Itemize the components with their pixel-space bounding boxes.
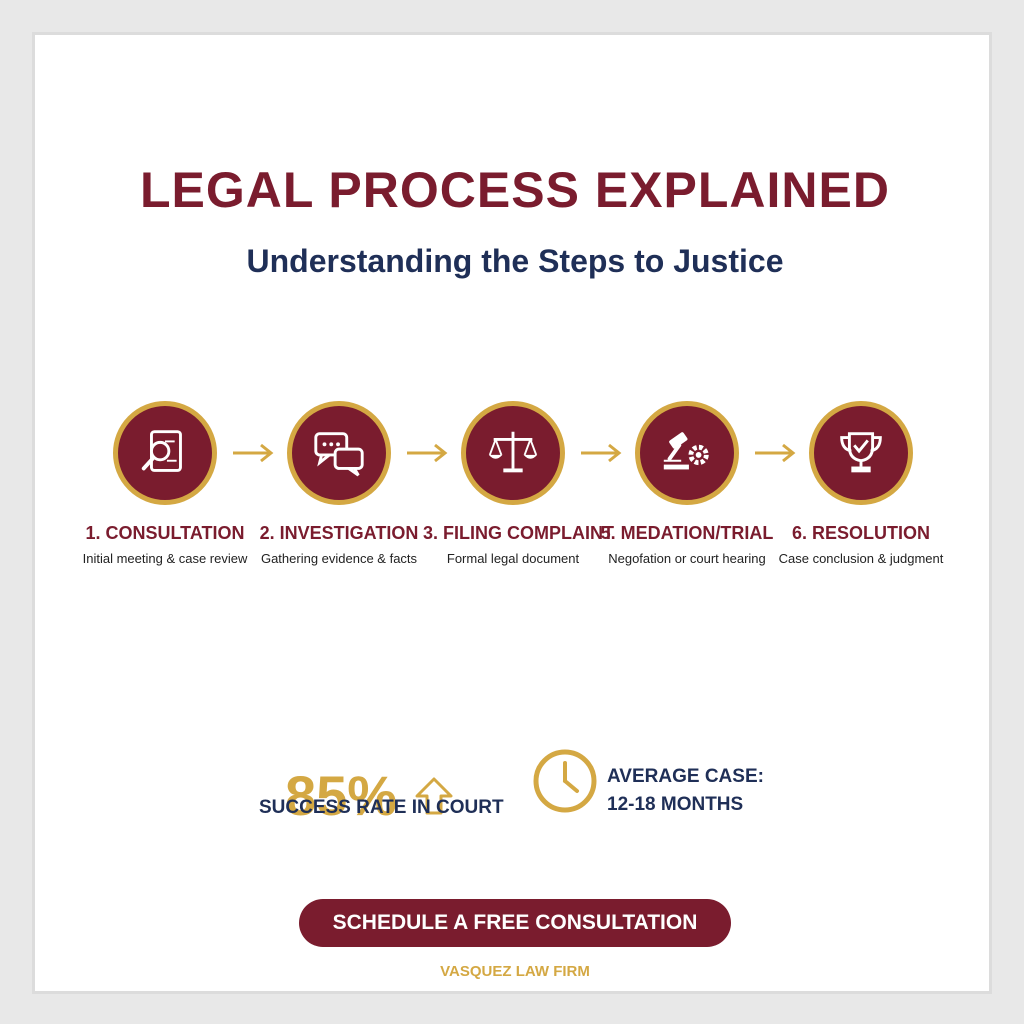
success-rate-value: 85% <box>285 764 398 827</box>
step-description: Gathering evidence & facts <box>260 551 418 566</box>
step-description: Formal legal document <box>446 551 580 566</box>
chat-bubbles-icon <box>314 432 364 477</box>
schedule-consultation-button[interactable]: SCHEDULE A FREE CONSULTATION <box>299 899 731 947</box>
arrow-right-icon <box>233 443 274 463</box>
arrow-up-icon <box>415 777 453 815</box>
scales-icon <box>488 431 538 473</box>
gavel-gear-icon <box>663 432 709 470</box>
step-consultation-circle <box>113 401 217 505</box>
page-title: LEGAL PROCESS EXPLAINED <box>140 162 890 218</box>
arrow-right-icon <box>407 443 448 463</box>
step-description: Case conclusion & judgment <box>778 551 944 566</box>
step-title: 3. FILING COMPLAINT <box>423 523 614 543</box>
step-mediation-circle <box>635 401 739 505</box>
success-rate-label: SUCCESS RATE IN COURT <box>259 797 504 818</box>
trophy-icon <box>840 432 882 473</box>
arrow-right-icon <box>581 443 622 463</box>
clock-icon <box>533 749 597 813</box>
step-filing-circle <box>461 401 565 505</box>
step-title: 1. CONSULTATION <box>85 523 245 543</box>
step-resolution-circle <box>809 401 913 505</box>
step-investigation-circle <box>287 401 391 505</box>
average-case-line1: AVERAGE CASE: <box>607 766 764 787</box>
infographic-card: LEGAL PROCESS EXPLAINED Understanding th… <box>32 32 992 994</box>
average-case-label: AVERAGE CASE: 12-18 MONTHS <box>607 763 764 819</box>
average-case-line2: 12-18 MONTHS <box>607 794 744 815</box>
step-description: Initial meeting & case review <box>82 551 248 566</box>
step-description: Negofation or court hearing <box>608 551 766 566</box>
arrow-right-icon <box>755 443 796 463</box>
step-title: 5. MEDATION/TRIAL <box>600 523 774 543</box>
firm-name: VASQUEZ LAW FIRM <box>440 963 590 980</box>
document-search-icon <box>141 430 182 472</box>
page-subtitle: Understanding the Steps to Justice <box>246 243 784 279</box>
step-title: 6. RESOLUTION <box>791 523 930 543</box>
step-title: 2. INVESTIGATION <box>259 523 419 543</box>
